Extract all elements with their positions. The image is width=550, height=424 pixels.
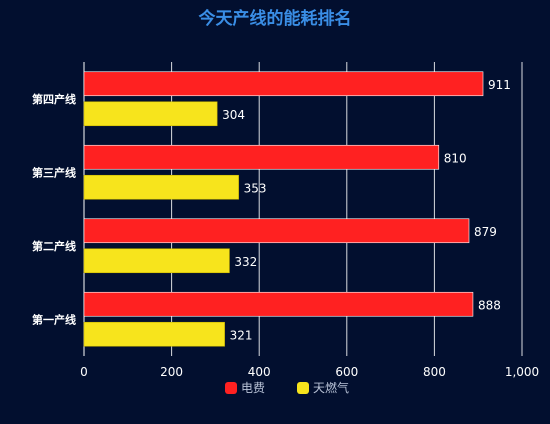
bar-value-label: 304 [222, 108, 245, 122]
bar-value-label: 810 [444, 151, 467, 165]
legend-item[interactable]: 电费 [225, 381, 265, 395]
x-tick-label: 200 [160, 365, 183, 379]
bar-layer [83, 71, 484, 347]
bar[interactable] [83, 101, 218, 127]
x-tick-label: 400 [248, 365, 271, 379]
category-label: 第四产线 [32, 92, 76, 106]
bar[interactable] [83, 248, 230, 274]
bar[interactable] [83, 71, 484, 97]
bar-value-label: 321 [230, 328, 253, 342]
category-label: 第一产线 [32, 312, 76, 326]
bar-value-label: 911 [488, 78, 511, 92]
x-tick-label: 0 [80, 365, 88, 379]
legend-swatch [225, 382, 237, 394]
bar-value-label: 888 [478, 298, 501, 312]
label-layer: 0 200 400 600 800 1,000 第一产线 888 321 第二产线 879 332 第三… [32, 78, 539, 379]
bar-value-label: 879 [474, 225, 497, 239]
legend-label: 天燃气 [313, 380, 349, 395]
category-label: 第三产线 [32, 165, 76, 179]
bar[interactable] [83, 321, 225, 347]
legend[interactable]: 电费 天燃气 [225, 380, 349, 395]
category-label: 第二产线 [32, 239, 76, 253]
x-tick-label: 1,000 [505, 365, 539, 379]
bar[interactable] [83, 218, 470, 244]
x-tick-label: 600 [335, 365, 358, 379]
bar-value-label: 353 [244, 181, 267, 195]
bar[interactable] [83, 291, 474, 317]
bar[interactable] [83, 144, 440, 170]
bar-value-label: 332 [234, 255, 257, 269]
x-tick-label: 800 [423, 365, 446, 379]
legend-swatch [297, 382, 309, 394]
bar[interactable] [83, 174, 239, 200]
chart-title: 今天产线的能耗排名 [199, 8, 352, 29]
legend-item[interactable]: 天燃气 [297, 380, 349, 395]
legend-label: 电费 [241, 381, 265, 395]
